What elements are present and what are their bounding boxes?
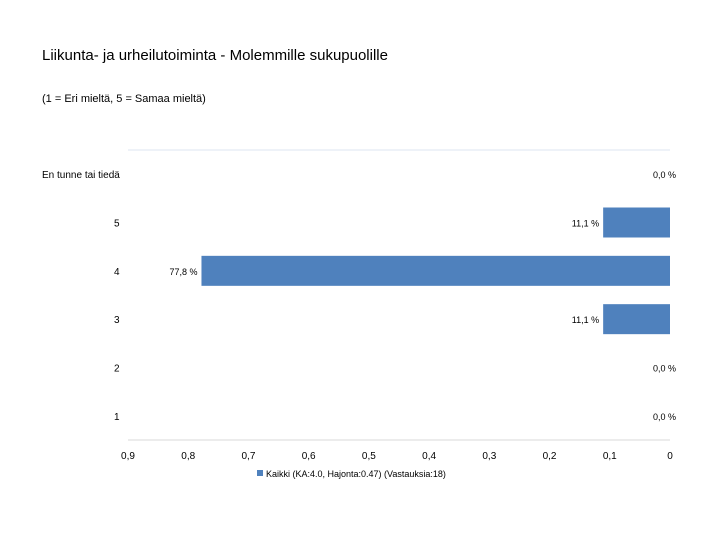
data-label: 11,1 % <box>572 315 599 325</box>
legend-swatch <box>257 470 263 476</box>
x-tick-label: 0,3 <box>482 451 496 462</box>
x-tick-label: 0,2 <box>543 451 557 462</box>
category-label: 3 <box>114 315 120 326</box>
legend-label: Kaikki (KA:4.0, Hajonta:0.47) (Vastauksi… <box>266 469 446 479</box>
x-tick-label: 0 <box>667 451 673 462</box>
x-tick-label: 0,9 <box>121 451 135 462</box>
x-tick-label: 0,5 <box>362 451 376 462</box>
data-label: 0,0 % <box>653 412 676 422</box>
category-label: En tunne tai tiedä <box>42 170 120 181</box>
x-tick-label: 0,6 <box>302 451 316 462</box>
bar <box>201 255 670 286</box>
category-label: 4 <box>114 267 120 278</box>
x-tick-label: 0,8 <box>181 451 195 462</box>
bar <box>603 304 670 335</box>
x-tick-label: 0,4 <box>422 451 436 462</box>
x-tick-label: 0,7 <box>241 451 255 462</box>
category-label: 1 <box>114 412 120 423</box>
x-tick-label: 0,1 <box>603 451 617 462</box>
chart-title: Liikunta- ja urheilutoiminta - Molemmill… <box>42 47 388 64</box>
data-label: 0,0 % <box>653 364 676 374</box>
data-label: 77,8 % <box>169 267 197 277</box>
category-label: 5 <box>114 219 120 230</box>
data-label: 0,0 % <box>653 170 676 180</box>
category-label: 2 <box>114 364 120 375</box>
data-label: 11,1 % <box>572 219 599 229</box>
chart-subtitle: (1 = Eri mieltä, 5 = Samaa mieltä) <box>42 93 206 105</box>
bar <box>603 207 670 238</box>
